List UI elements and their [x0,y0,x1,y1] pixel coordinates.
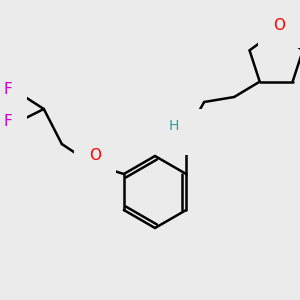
Text: F: F [3,82,12,98]
Text: H: H [169,119,179,133]
Text: N: N [182,124,194,140]
Text: F: F [3,115,12,130]
Text: O: O [89,148,101,164]
Text: O: O [273,17,285,32]
